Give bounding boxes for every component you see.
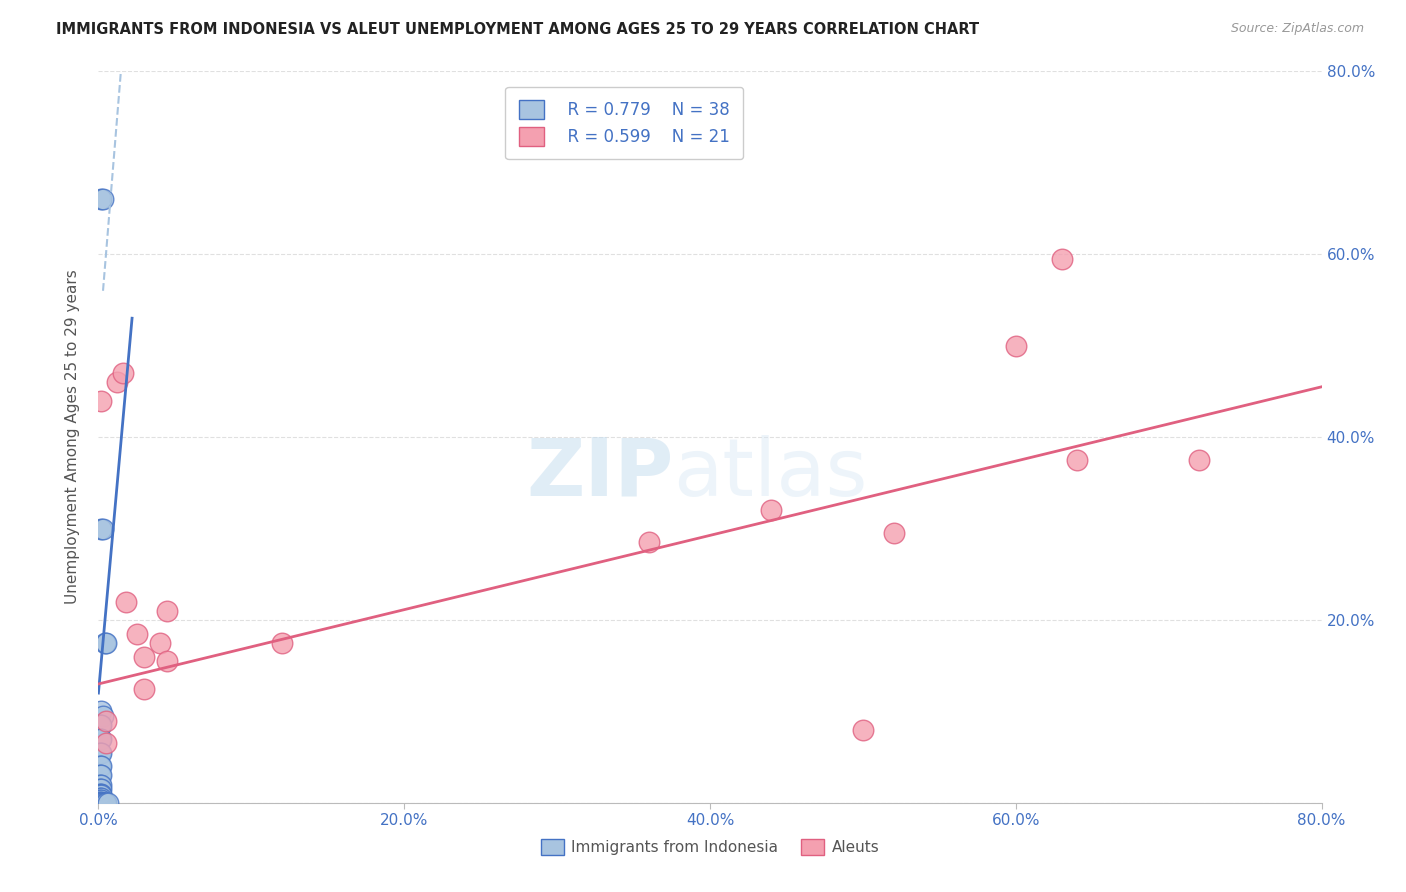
Point bbox=[90, 759, 112, 773]
Point bbox=[89, 789, 111, 803]
Point bbox=[883, 526, 905, 541]
Point bbox=[94, 636, 117, 650]
Text: atlas: atlas bbox=[673, 434, 868, 513]
Point bbox=[94, 736, 117, 750]
Point bbox=[90, 782, 112, 797]
Point bbox=[90, 768, 112, 782]
Point bbox=[90, 795, 112, 809]
Point bbox=[89, 731, 111, 746]
Point bbox=[90, 791, 112, 805]
Point bbox=[89, 787, 111, 801]
Point bbox=[90, 718, 112, 732]
Point bbox=[90, 192, 112, 206]
Point bbox=[89, 782, 111, 797]
Point bbox=[89, 746, 111, 760]
Point bbox=[90, 393, 112, 408]
Point bbox=[91, 709, 114, 723]
Point bbox=[637, 535, 661, 549]
Point bbox=[115, 594, 138, 608]
Point bbox=[97, 796, 120, 810]
Point bbox=[91, 192, 114, 206]
Y-axis label: Unemployment Among Ages 25 to 29 years: Unemployment Among Ages 25 to 29 years bbox=[65, 269, 80, 605]
Point bbox=[149, 636, 172, 650]
Point bbox=[270, 636, 292, 650]
Point bbox=[156, 654, 179, 668]
Point bbox=[90, 796, 112, 810]
Point bbox=[94, 796, 117, 810]
Point bbox=[111, 366, 134, 380]
Point bbox=[93, 796, 115, 810]
Point bbox=[1188, 453, 1211, 467]
Point bbox=[89, 759, 111, 773]
Point bbox=[94, 714, 117, 728]
Point bbox=[91, 521, 114, 535]
Point bbox=[134, 681, 156, 696]
Text: ZIP: ZIP bbox=[526, 434, 673, 513]
Point bbox=[90, 705, 112, 719]
Point bbox=[90, 789, 112, 803]
Point bbox=[90, 793, 112, 807]
Point bbox=[852, 723, 875, 737]
Point bbox=[91, 796, 114, 810]
Point bbox=[125, 626, 148, 640]
Text: IMMIGRANTS FROM INDONESIA VS ALEUT UNEMPLOYMENT AMONG AGES 25 TO 29 YEARS CORREL: IMMIGRANTS FROM INDONESIA VS ALEUT UNEMP… bbox=[56, 22, 980, 37]
Point bbox=[1066, 453, 1088, 467]
Point bbox=[89, 793, 111, 807]
Point bbox=[90, 746, 112, 760]
Point bbox=[90, 521, 112, 535]
Point bbox=[89, 791, 111, 805]
Point bbox=[89, 795, 111, 809]
Point bbox=[93, 636, 115, 650]
Point bbox=[89, 768, 111, 782]
Point bbox=[105, 376, 128, 390]
Point bbox=[89, 777, 111, 792]
Point bbox=[90, 777, 112, 792]
Point bbox=[90, 787, 112, 801]
Point bbox=[134, 649, 156, 664]
Point bbox=[89, 718, 111, 732]
Point bbox=[1050, 252, 1073, 266]
Legend: Immigrants from Indonesia, Aleuts: Immigrants from Indonesia, Aleuts bbox=[534, 833, 886, 861]
Point bbox=[90, 731, 112, 746]
Text: Source: ZipAtlas.com: Source: ZipAtlas.com bbox=[1230, 22, 1364, 36]
Point bbox=[89, 796, 111, 810]
Point bbox=[1004, 338, 1026, 352]
Point bbox=[759, 503, 782, 517]
Point bbox=[156, 604, 179, 618]
